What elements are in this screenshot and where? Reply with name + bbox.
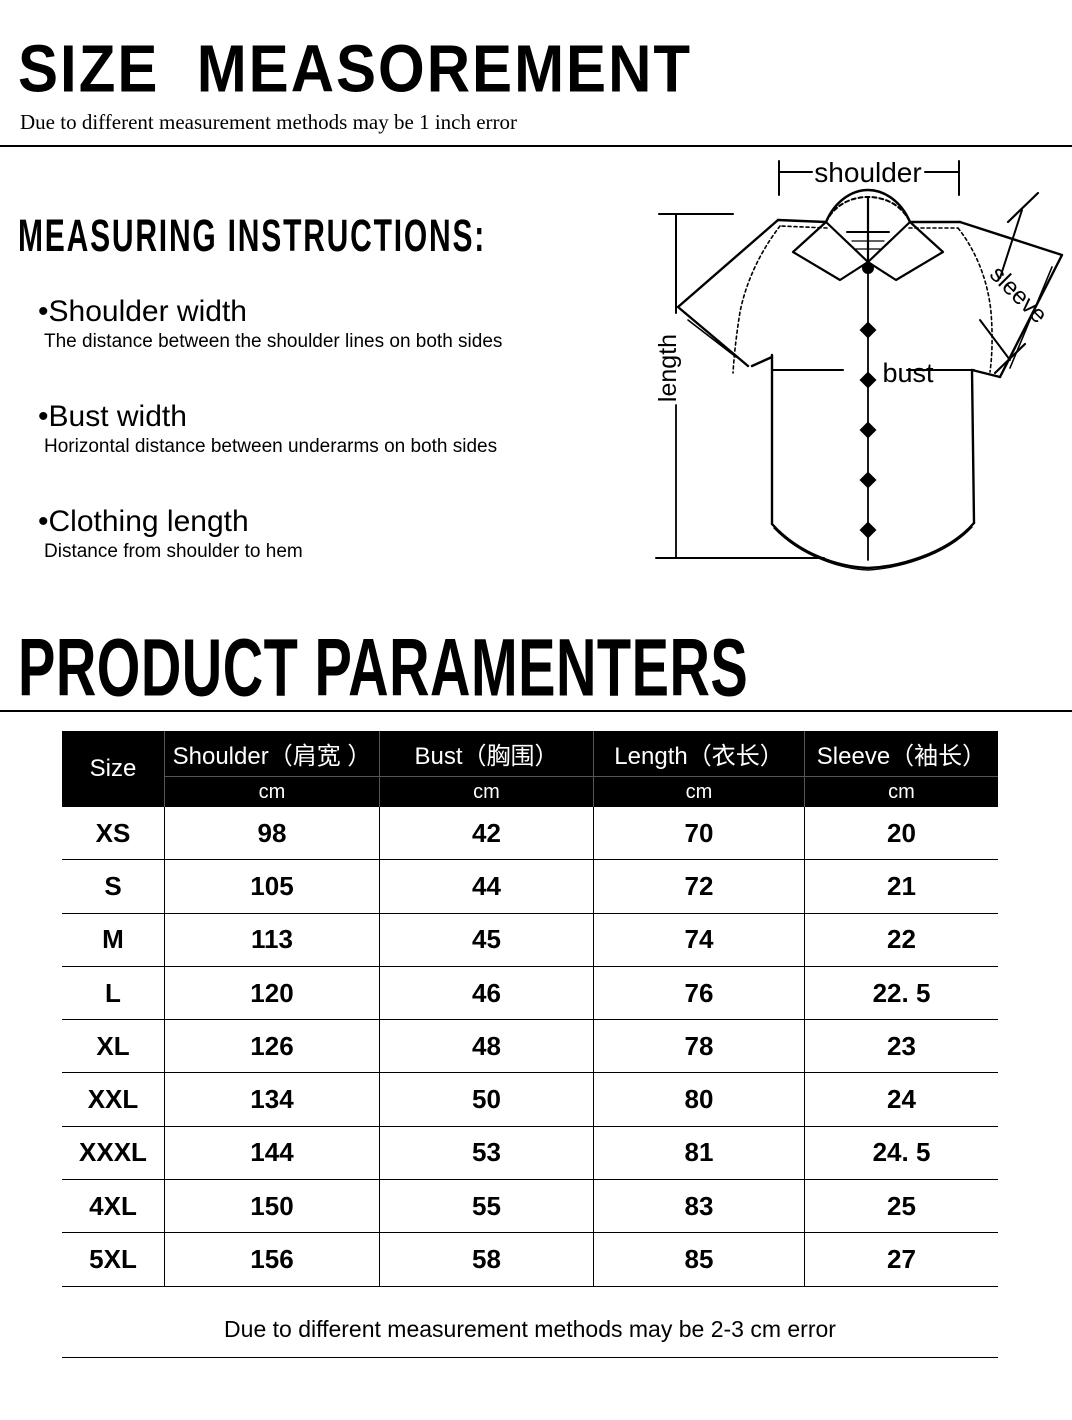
svg-text:shoulder: shoulder	[814, 157, 921, 188]
svg-text:length: length	[654, 334, 682, 402]
svg-text:bust: bust	[882, 358, 934, 388]
